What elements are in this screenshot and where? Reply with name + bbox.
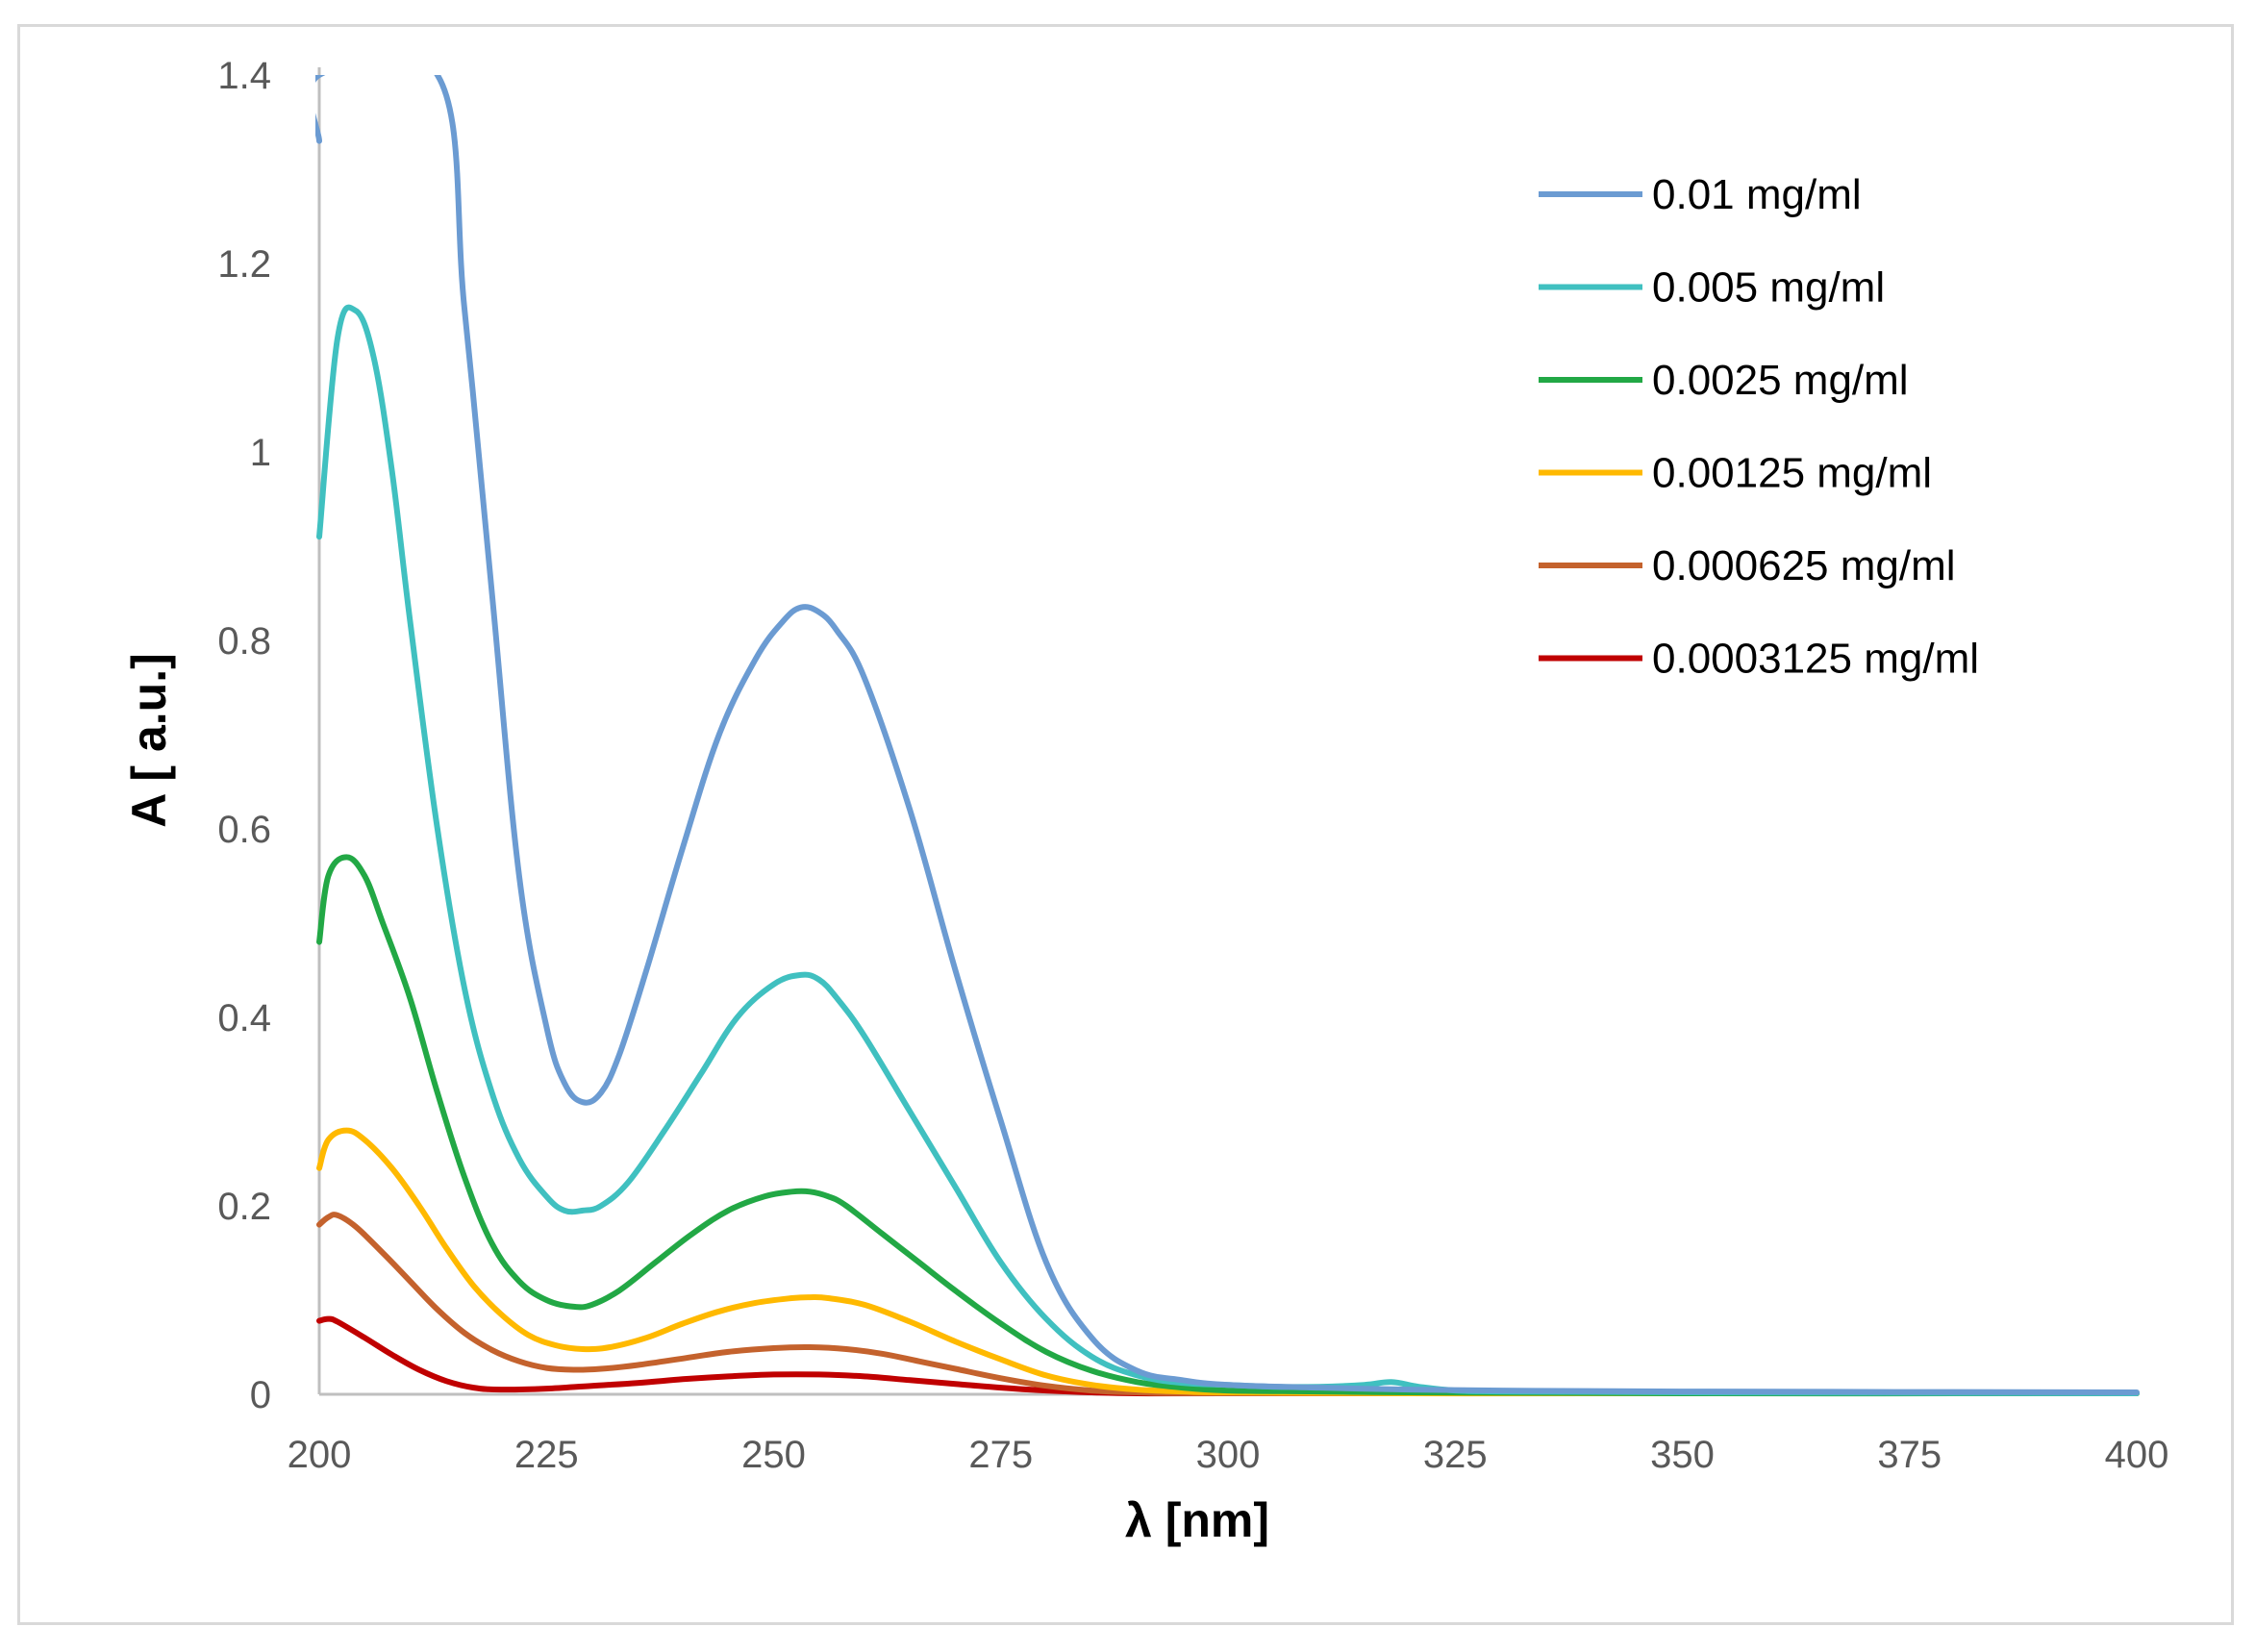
x-tick-label: 300 (1196, 1434, 1261, 1476)
x-tick-label: 275 (968, 1434, 1033, 1476)
chart-frame (17, 24, 2234, 1625)
legend-label: 0.0003125 mg/ml (1652, 636, 1979, 683)
x-tick-label: 400 (2105, 1434, 2169, 1476)
y-tick-label: 0.6 (217, 809, 271, 851)
x-tick-label: 200 (288, 1434, 352, 1476)
legend-label: 0.0025 mg/ml (1652, 357, 1909, 404)
legend-label: 0.00125 mg/ml (1652, 450, 1932, 497)
y-axis-title: A [ a.u.] (122, 653, 176, 827)
y-tick-label: 0.8 (217, 620, 271, 663)
legend-label: 0.005 mg/ml (1652, 264, 1885, 312)
y-tick-label: 1.2 (217, 243, 271, 286)
series-line (316, 304, 2140, 1396)
y-tick-label: 1 (250, 432, 271, 474)
legend-label: 0.01 mg/ml (1652, 171, 1862, 218)
y-tick-label: 0.4 (217, 997, 271, 1039)
x-tick-label: 250 (741, 1434, 806, 1476)
series-line (316, 854, 2140, 1397)
series-line (315, 75, 2140, 1395)
x-tick-label: 350 (1650, 1434, 1715, 1476)
y-tick-label: 0 (250, 1374, 271, 1416)
x-axis-title: λ [nm] (1125, 1493, 1269, 1547)
axes: 0 0.2 0.4 0.6 0.8 1 1.2 1.4 200 225 250 275 300 325 35… (217, 55, 2168, 1476)
x-tick-label: 225 (514, 1434, 579, 1476)
x-tick-label: 375 (1877, 1434, 1942, 1476)
series-lines (315, 75, 2140, 1397)
y-tick-label: 0.2 (217, 1186, 271, 1228)
series-line (316, 1127, 2140, 1397)
y-tick-label: 1.4 (217, 55, 271, 97)
legend: 0.01 mg/ml 0.005 mg/ml 0.0025 mg/ml 0.00125… (1539, 171, 1979, 683)
legend-label: 0.000625 mg/ml (1652, 542, 1956, 589)
x-tick-label: 325 (1423, 1434, 1488, 1476)
